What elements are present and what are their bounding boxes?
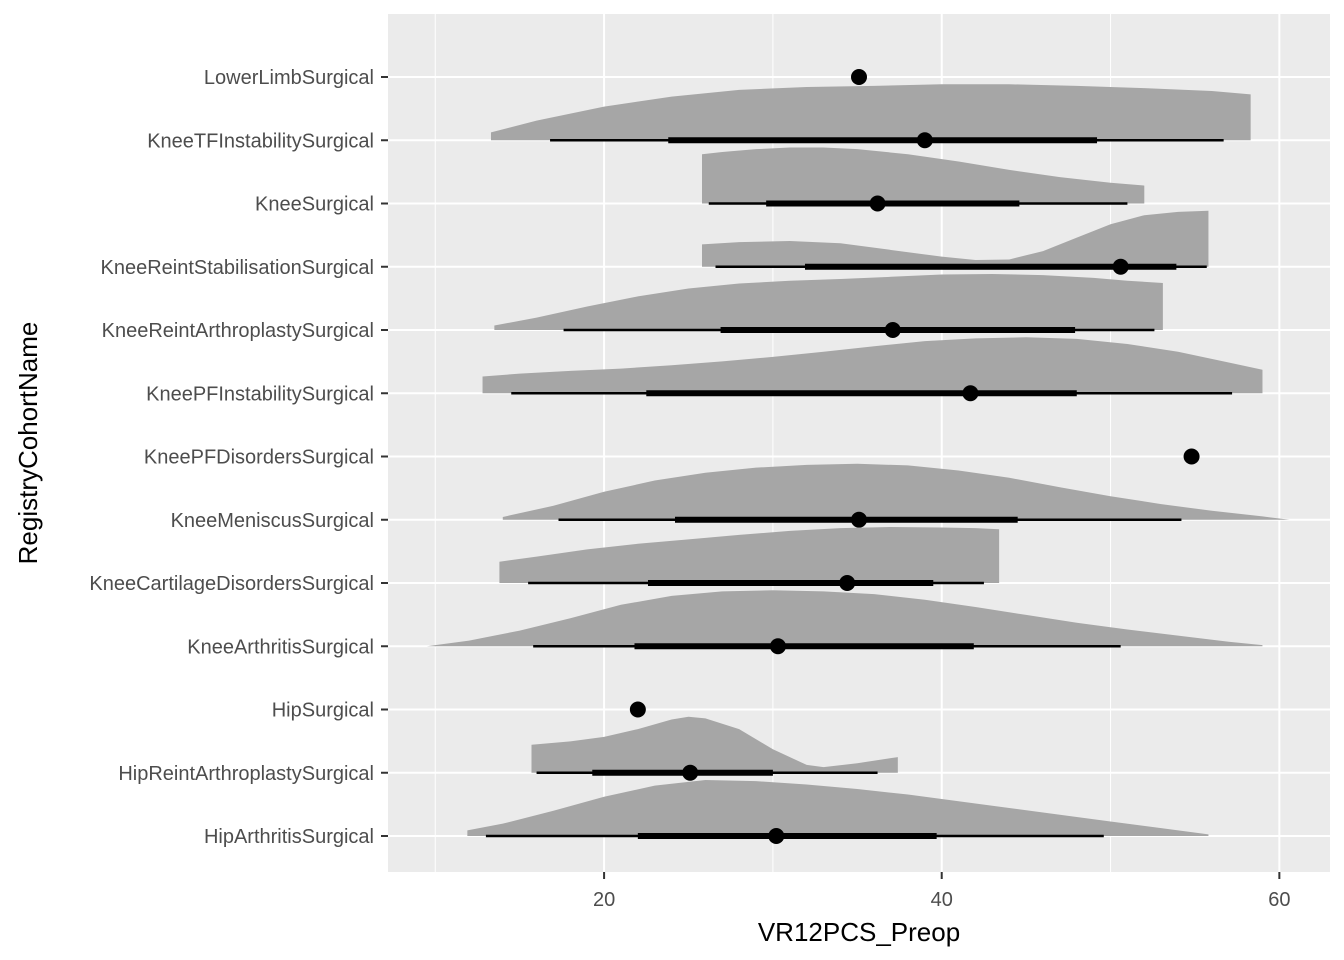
median-point <box>682 764 699 781</box>
y-tick-label: HipReintArthroplastySurgical <box>118 763 374 785</box>
y-tick-label: HipSurgical <box>272 700 374 722</box>
y-axis: LowerLimbSurgical KneeTFInstabilitySurgic… <box>89 67 388 848</box>
median-point <box>768 828 785 844</box>
median-point <box>869 195 886 212</box>
y-tick-label: KneeCartilageDisordersSurgical <box>89 573 374 595</box>
y-tick-label: LowerLimbSurgical <box>204 67 374 89</box>
x-axis: 20 40 60 <box>593 872 1290 911</box>
density-slab <box>499 527 1000 583</box>
median-point <box>629 701 646 718</box>
y-tick-label: KneePFInstabilitySurgical <box>146 383 374 405</box>
median-point <box>769 638 786 655</box>
density-slab <box>494 274 1163 330</box>
data-marks <box>426 69 1290 844</box>
x-axis-title: VR12PCS_Preop <box>758 917 960 947</box>
x-tick-label: 40 <box>931 889 953 911</box>
median-point <box>884 322 901 338</box>
density-slab <box>531 716 898 773</box>
y-tick-label: KneeReintStabilisationSurgical <box>101 257 375 279</box>
density-slab <box>702 147 1145 204</box>
y-axis-title: RegistryCohortName <box>13 322 43 565</box>
median-point <box>851 511 867 528</box>
y-tick-label: KneeTFInstabilitySurgical <box>147 130 374 152</box>
median-point <box>962 385 979 402</box>
median-point <box>1112 258 1129 275</box>
x-tick-label: 60 <box>1268 889 1290 911</box>
y-tick-label: HipArthritisSurgical <box>204 826 374 848</box>
median-point <box>1183 448 1200 465</box>
density-slab <box>490 84 1251 141</box>
y-tick-label: KneePFDisordersSurgical <box>144 447 374 469</box>
density-slab <box>426 590 1263 647</box>
y-tick-label: KneeSurgical <box>255 194 374 216</box>
y-tick-label: KneeArthritisSurgical <box>187 636 374 658</box>
density-slab <box>502 463 1290 520</box>
density-slab <box>482 337 1263 394</box>
density-slab <box>702 210 1209 267</box>
y-tick-label: KneeMeniscusSurgical <box>171 510 374 532</box>
median-point <box>851 69 867 85</box>
median-point <box>839 575 856 591</box>
median-point <box>916 132 933 149</box>
density-slab <box>467 780 1209 836</box>
y-tick-label: KneeReintArthroplastySurgical <box>102 320 374 342</box>
x-tick-label: 20 <box>593 889 615 911</box>
